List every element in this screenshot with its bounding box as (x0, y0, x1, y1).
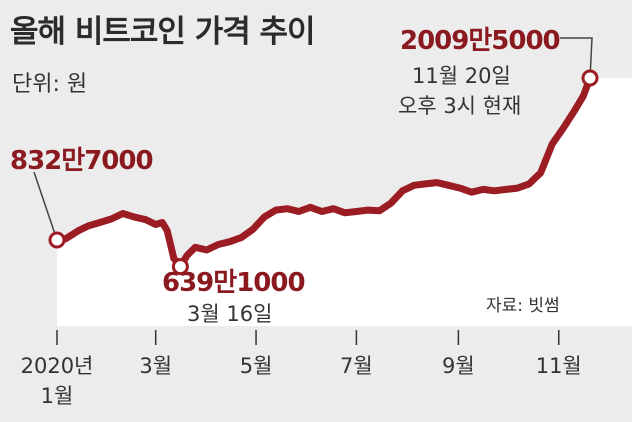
start-leader-line (33, 171, 58, 241)
current-marker (581, 69, 599, 87)
x-tick-label: 2020년 (20, 354, 94, 378)
chart-title: 올해 비트코인 가격 추이 (10, 14, 316, 50)
price-line (53, 74, 594, 271)
x-axis-ticks (56, 330, 560, 345)
x-tick-label: 7월 (340, 354, 373, 378)
source-label: 자료: 빗썸 (486, 296, 560, 316)
current-leader-line (560, 37, 593, 79)
price-area-fill (57, 78, 632, 326)
low-date-label: 3월 16일 (187, 302, 273, 326)
start-value-label: 832만7000 (10, 146, 154, 176)
unit-label: 단위: 원 (12, 72, 88, 97)
x-tick-sublabel: 1월 (40, 384, 74, 408)
start-marker (48, 231, 66, 249)
current-time-label: 오후 3시 현재 (398, 94, 522, 118)
low-marker (171, 258, 189, 276)
current-date-label: 11월 20일 (412, 64, 511, 88)
low-value-label: 639만1000 (162, 268, 306, 298)
x-tick-label: 11월 (535, 354, 582, 378)
x-tick-label: 9월 (442, 354, 475, 378)
x-tick-label: 5월 (239, 354, 273, 378)
x-tick-label: 3월 (139, 354, 173, 378)
current-value-label: 2009만5000 (400, 26, 561, 56)
